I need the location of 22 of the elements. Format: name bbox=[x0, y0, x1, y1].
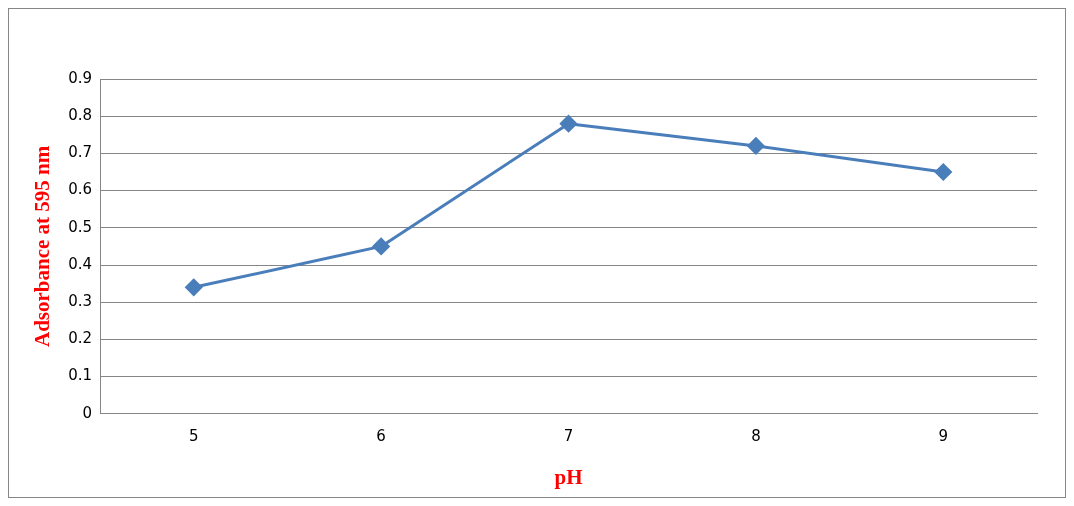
x-axis-title: pH bbox=[554, 464, 583, 489]
y-tick-label: 0.5 bbox=[68, 217, 93, 236]
x-tick-label: 9 bbox=[938, 426, 949, 445]
point bbox=[185, 278, 203, 296]
y-tick-label: 0.8 bbox=[68, 106, 93, 125]
x-tick-label: 7 bbox=[563, 426, 574, 445]
point bbox=[372, 237, 390, 255]
y-tick-label: 0.9 bbox=[68, 68, 93, 87]
x-tick-label: 6 bbox=[376, 426, 386, 445]
x-tick-label: 8 bbox=[751, 426, 761, 445]
point bbox=[560, 115, 578, 133]
y-tick-label: 0.2 bbox=[68, 329, 93, 348]
point bbox=[934, 163, 952, 181]
x-tick-label: 5 bbox=[188, 426, 199, 445]
y-tick-label: 0.1 bbox=[68, 366, 93, 385]
point bbox=[747, 137, 765, 155]
y-axis-title: Adsorbance at 595 nm bbox=[30, 145, 55, 348]
y-tick-label: 0 bbox=[82, 403, 93, 422]
y-tick-label: 0.4 bbox=[68, 254, 93, 273]
y-tick-label: 0.6 bbox=[68, 180, 93, 199]
y-tick-label: 0.7 bbox=[68, 143, 93, 162]
y-tick-label: 0.3 bbox=[68, 292, 93, 311]
